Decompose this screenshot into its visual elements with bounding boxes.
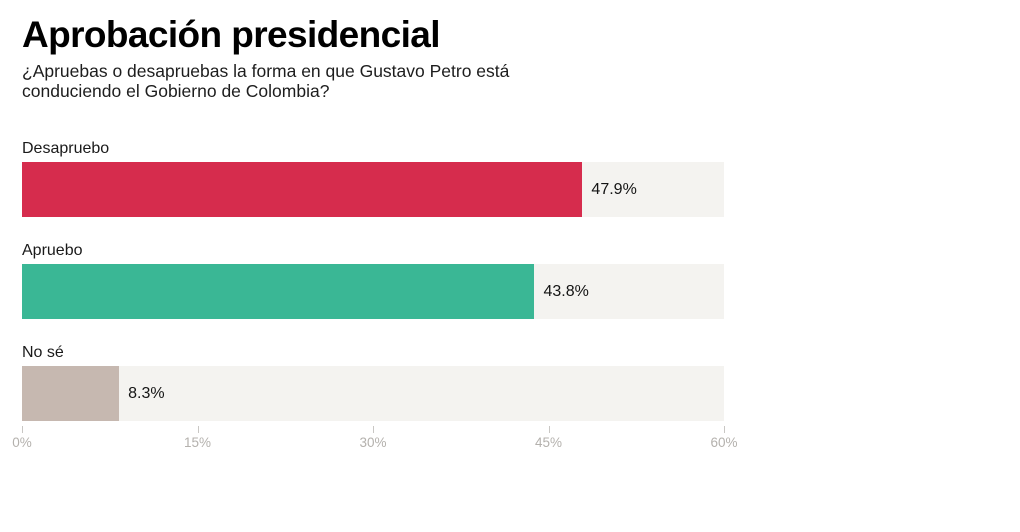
tick-mark — [724, 426, 725, 433]
tick-label: 0% — [12, 435, 32, 450]
tick-mark — [197, 426, 199, 433]
value-label: 43.8% — [543, 282, 589, 300]
subtitle-line-1: ¿Apruebas o desapruebas la forma en que … — [22, 61, 510, 81]
tick-label: 60% — [710, 435, 738, 450]
x-axis: 0% 15% 30% 45% 60% — [12, 426, 738, 454]
chart-subtitle: ¿Apruebas o desapruebas la forma en que … — [22, 61, 1020, 101]
bar-row: Apruebo 43.8% — [22, 241, 724, 319]
bar-fill — [22, 162, 583, 217]
bar-fill — [22, 366, 120, 421]
tick-label: 30% — [359, 435, 387, 450]
bar-track: 47.9% — [22, 162, 724, 217]
bar-fill — [22, 264, 535, 319]
category-label: Apruebo — [22, 242, 83, 259]
category-label: Desapruebo — [22, 140, 110, 157]
bar-row: No sé 8.3% — [22, 343, 724, 421]
tick-mark — [548, 426, 550, 433]
tick-label: 15% — [183, 435, 212, 450]
tick-mark — [22, 426, 23, 433]
bar-chart: Desapruebo 47.9% Apruebo 43.8% No sé 8.3% — [22, 139, 724, 421]
value-label: 47.9% — [591, 180, 637, 198]
value-label: 8.3% — [128, 384, 165, 402]
subtitle-line-2: conduciendo el Gobierno de Colombia? — [22, 81, 330, 101]
bar-track: 43.8% — [22, 264, 724, 319]
tick-label: 45% — [534, 435, 563, 450]
bar-row: Desapruebo 47.9% — [22, 139, 724, 217]
bar-track: 8.3% — [22, 366, 724, 421]
tick-mark — [373, 426, 374, 433]
chart-title: Aprobación presidencial — [22, 14, 441, 55]
category-label: No sé — [22, 344, 64, 361]
